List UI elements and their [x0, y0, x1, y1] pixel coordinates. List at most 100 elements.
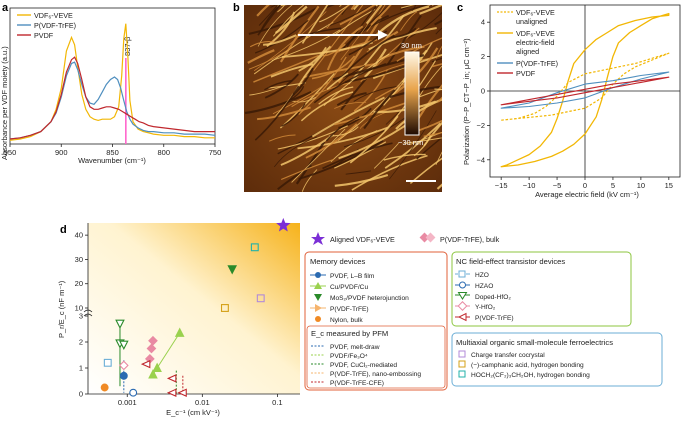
afm-fibril	[340, 76, 369, 111]
panel-c-ticks: −15 −10 −5 0 5 10 15 4 2 0 −2 −4	[476, 18, 673, 190]
x-tick-label: 900	[55, 148, 68, 157]
x-tick-label: 950	[4, 148, 17, 157]
point-hzao	[129, 388, 138, 397]
point-cu-pvdf-cu	[148, 369, 158, 379]
afm-fibril	[413, 134, 431, 157]
afm-fibril	[291, 82, 351, 108]
point-p-vdf-trfe	[166, 374, 177, 383]
afm-fibril	[400, 5, 414, 11]
d-y-tick-label: 3	[79, 312, 83, 321]
afm-fibril	[326, 5, 351, 29]
marker-doped-hfo2	[457, 292, 468, 300]
panel-label-b: b	[233, 2, 240, 14]
memory-item-pvdf-lb: PVDF, L–B film	[330, 273, 375, 280]
afm-fibril	[274, 5, 308, 34]
marker-y-hfo2	[457, 301, 468, 311]
afm-fibril	[298, 139, 384, 180]
d-y-tick-label: 0	[79, 390, 83, 399]
afm-fibril	[384, 122, 442, 169]
panel-d-axes	[83, 223, 300, 395]
panel-d-x-axis-label: E_c⁻¹ (cm kV⁻¹)	[166, 408, 220, 417]
legend-label-aligned-veve: Aligned VDF₆-VEVE	[330, 235, 395, 244]
legend-label-veve-2: VDF₆-VEVE	[516, 29, 555, 38]
afm-fibril	[263, 34, 297, 46]
afm-fibril	[244, 91, 312, 115]
legend-label-pvdf-trfe: P(VDF-TrFE)	[34, 21, 76, 30]
memory-item-nylon: Nylon, bulk	[330, 317, 363, 324]
afm-fibril	[423, 131, 442, 137]
panel-d-figure-of-merit: d 0.001 0.01 0.1 0 1 2 310 20 30 40 E_c⁻¹ (cm kV⁻…	[57, 218, 663, 417]
panel-a-series	[9, 23, 216, 141]
series-line-pvdf	[9, 56, 215, 140]
afm-fibril	[254, 85, 300, 141]
afm-fibril	[353, 85, 401, 102]
legend-label-c-pvdf-trfe: P(VDF-TrFE)	[516, 59, 558, 68]
afm-fibril	[248, 46, 293, 70]
afm-fibril	[391, 27, 417, 39]
afm-fibril	[249, 84, 287, 96]
panel-label-a: a	[2, 2, 9, 14]
afm-fibril	[335, 8, 376, 35]
panel-label-c: c	[457, 2, 463, 14]
pfm-title: E_c measured by PFM	[311, 329, 388, 338]
afm-fibril	[353, 5, 360, 11]
afm-fibril	[313, 63, 387, 104]
loop-pvdf-trfe	[500, 71, 670, 109]
nc-item-hzao: HZAO	[475, 283, 493, 290]
afm-fibril	[363, 89, 396, 130]
panel-c-y-axis-label: Polarization (P−P_CT−P_in; μC cm⁻²)	[462, 38, 471, 165]
x-tick-label: 850	[106, 148, 119, 157]
multiaxial-legend-items: Charge transfer cocrystal (−)-camphanic …	[458, 350, 590, 379]
multi-item-cocrystal: Charge transfer cocrystal	[471, 352, 545, 359]
afm-fibril	[351, 154, 428, 191]
afm-fibril	[297, 126, 389, 150]
d-y-tick-label: 2	[79, 338, 83, 347]
c-x-tick-label: 10	[637, 181, 645, 190]
afm-fibril	[280, 158, 335, 181]
afm-fibril	[404, 137, 442, 144]
afm-fibril	[336, 92, 367, 107]
marker-mos2	[314, 294, 322, 301]
afm-fibril	[334, 173, 389, 187]
multiaxial-box	[451, 332, 663, 387]
nc-item-y-hfo2: Y-HfO₂	[475, 304, 496, 311]
afm-fibril	[337, 75, 408, 141]
afm-fibril	[376, 5, 430, 36]
afm-fibril	[322, 43, 346, 57]
afm-fibril	[272, 82, 329, 115]
afm-fibril	[277, 125, 349, 150]
afm-fibril	[318, 86, 354, 105]
c-y-tick-label: 4	[481, 18, 485, 27]
afm-fibril	[257, 5, 282, 36]
nc-fet-title: NC field-effect transistor devices	[456, 257, 565, 266]
d-axis-break	[83, 309, 93, 317]
legend-label-pvdf: PVDF	[34, 31, 54, 40]
legend-label-aligned: aligned	[516, 47, 539, 56]
afm-fibril	[295, 141, 326, 185]
panel-label-d: d	[60, 224, 67, 236]
afm-fibril	[349, 115, 399, 164]
afm-fibril	[271, 29, 341, 61]
marker-camphanic	[458, 360, 466, 368]
afm-fibril	[253, 54, 319, 83]
afm-fibril	[340, 34, 395, 79]
afm-fibril	[436, 183, 442, 190]
afm-fibril	[431, 63, 442, 68]
multi-item-camphanic: (−)-camphanic acid, hydrogen bonding	[471, 362, 584, 369]
afm-fibril	[303, 62, 376, 79]
afm-fibril	[431, 5, 435, 6]
afm-fibril	[346, 5, 378, 48]
afm-fibril	[322, 142, 393, 170]
marker-hoch2	[458, 370, 466, 378]
pfm-item-melt-draw: PVDF, melt-draw	[330, 344, 380, 351]
marker-cu-pvdf	[314, 282, 322, 289]
x-tick-label: 750	[209, 148, 222, 157]
d-y-tick-label: 10	[75, 304, 83, 313]
afm-fibril	[249, 40, 276, 48]
afm-fibril	[319, 5, 350, 23]
afm-fibril	[375, 5, 379, 7]
afm-fibril	[400, 11, 418, 31]
afm-fibril	[297, 27, 342, 40]
afm-fibril	[341, 5, 351, 16]
afm-fibril	[361, 5, 429, 33]
